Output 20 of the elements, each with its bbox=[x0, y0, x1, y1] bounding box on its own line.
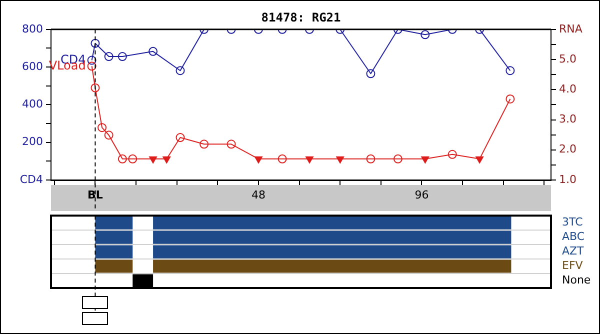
y-tick-label: None bbox=[562, 274, 591, 287]
y2-tick-label: 4.0 bbox=[559, 82, 576, 96]
y-tick-label: EFV bbox=[562, 259, 584, 272]
y-tick-label: AZT bbox=[562, 244, 584, 258]
y-tick-label: 600 bbox=[22, 60, 43, 73]
y2-tick-label: RNA bbox=[559, 22, 583, 36]
y-tick-label: 3TC bbox=[562, 216, 584, 229]
y-tick-label: 800 bbox=[22, 22, 43, 36]
y2-tick-label: 2.0 bbox=[559, 142, 576, 156]
y-tick-label: 400 bbox=[22, 98, 43, 111]
y-tick-label: CD4 bbox=[20, 172, 43, 186]
x-tick-label: 48 bbox=[251, 188, 266, 202]
y2-tick-label: 3.0 bbox=[559, 112, 576, 126]
x-tick-label: BL bbox=[88, 188, 103, 202]
y-tick-label: ABC bbox=[562, 230, 585, 244]
y-tick-label: 200 bbox=[22, 135, 43, 148]
x-tick-label: 96 bbox=[414, 188, 429, 202]
chart-title: 81478: RG21 bbox=[261, 10, 341, 24]
y2-tick-label: 1.0 bbox=[559, 172, 576, 186]
y2-tick-label: 5.0 bbox=[559, 52, 576, 66]
